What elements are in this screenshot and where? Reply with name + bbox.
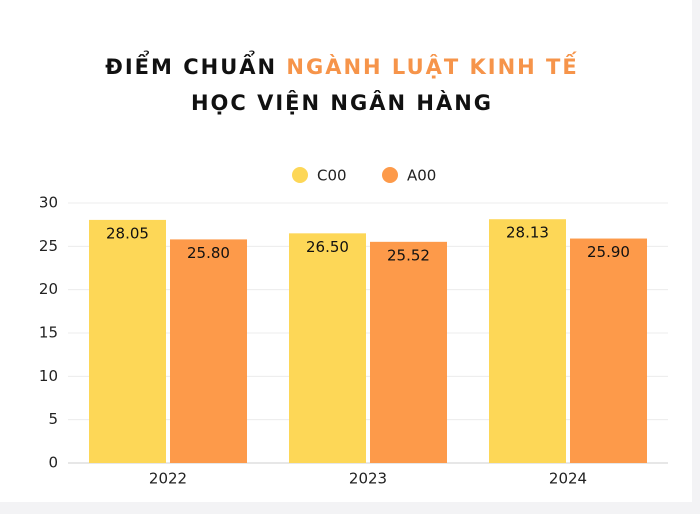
x-tick-label: 2022 [149, 470, 187, 488]
value-label: 25.90 [587, 243, 630, 261]
legend-marker [292, 167, 308, 183]
bar [289, 233, 366, 463]
bar [370, 241, 447, 463]
chart-subtitle: HỌC VIỆN NGÂN HÀNG [191, 89, 493, 115]
title-part [277, 55, 286, 79]
y-tick-label: 20 [39, 280, 58, 298]
bar [170, 239, 247, 463]
value-label: 28.05 [106, 224, 149, 242]
legend-label: A00 [407, 167, 436, 185]
bar [89, 219, 166, 463]
y-tick-label: 30 [39, 194, 58, 212]
y-tick-label: 5 [48, 410, 58, 428]
legend-label: C00 [317, 167, 347, 185]
value-label: 28.13 [506, 224, 549, 242]
value-label: 25.80 [187, 244, 230, 262]
y-tick-label: 25 [39, 237, 58, 255]
value-label: 26.50 [306, 238, 349, 256]
y-tick-label: 10 [39, 367, 58, 385]
title-part: ĐIỂM CHUẨN [105, 51, 277, 79]
bar [489, 219, 566, 463]
y-tick-label: 15 [39, 324, 58, 342]
y-tick-label: 0 [48, 454, 58, 472]
value-label: 25.52 [387, 246, 430, 264]
legend-marker [382, 167, 398, 183]
x-tick-label: 2024 [549, 470, 587, 488]
bar [570, 238, 647, 463]
x-tick-label: 2023 [349, 470, 387, 488]
title-part: NGÀNH LUẬT KINH TẾ [286, 51, 578, 79]
chart-title: ĐIỂM CHUẨN NGÀNH LUẬT KINH TẾ [105, 51, 578, 79]
